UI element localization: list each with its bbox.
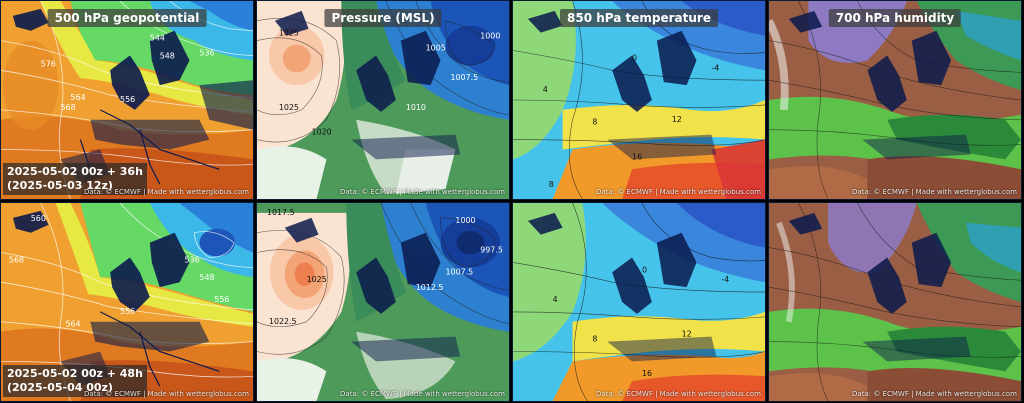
contour-label: 536 (185, 255, 200, 264)
data-credit: Data: © ECMWF | Made with wetterglobus.c… (84, 390, 249, 398)
contour-label: 1017.5 (267, 208, 295, 217)
contour-label: 997.5 (480, 246, 503, 255)
panel-t850-48h[interactable]: 4 0 -4 8 12 16 Data: © ECMWF | Made with… (512, 202, 766, 402)
contour-label: 1025 (307, 275, 327, 284)
contour-label: 548 (199, 273, 214, 282)
panel-mslp-48h[interactable]: 1017.5 1025 1022.5 1000 997.5 1007.5 101… (256, 202, 510, 402)
contour-label: 560 (31, 214, 46, 223)
contour-label: 4 (543, 85, 548, 94)
contour-label: 8 (549, 180, 554, 189)
contour-label: 564 (65, 320, 80, 329)
rh700-map (769, 1, 1021, 199)
panel-geopotential-36h[interactable]: 576 568 544 536 564 556 548 500 hPa geop… (0, 0, 254, 200)
panel-title: 500 hPa geopotential (47, 9, 207, 27)
valid-label: (2025-05-03 12z) (7, 179, 113, 192)
contour-label: 556 (120, 95, 135, 104)
run-label: 2025-05-02 00z + 48h (7, 367, 143, 380)
contour-label: 548 (160, 51, 175, 60)
run-timestamp: 2025-05-02 00z + 36h (2025-05-03 12z) (3, 163, 147, 195)
contour-label: 1012.5 (416, 283, 444, 292)
contour-label: 544 (150, 34, 165, 43)
contour-label: 1025 (279, 103, 299, 112)
rh700-map (769, 203, 1021, 401)
contour-label: 1000 (455, 216, 475, 225)
mslp-map: 1025 1025 1020 1005 1000 1007.5 1010 (257, 1, 509, 199)
panel-mslp-36h[interactable]: 1025 1025 1020 1005 1000 1007.5 1010 Pre… (256, 0, 510, 200)
contour-label: 556 (120, 307, 135, 316)
panel-title: 850 hPa temperature (560, 9, 718, 27)
panel-rh700-48h[interactable]: Data: © ECMWF | Made with wetterglobus.c… (768, 202, 1022, 402)
data-credit: Data: © ECMWF | Made with wetterglobus.c… (852, 188, 1017, 196)
contour-label: 16 (642, 369, 652, 378)
contour-label: 564 (70, 93, 85, 102)
contour-label: 1020 (312, 128, 332, 137)
panel-t850-36h[interactable]: 4 0 -4 8 12 16 8 850 hPa temperature Dat… (512, 0, 766, 200)
contour-label: -4 (721, 275, 729, 284)
contour-label: 8 (592, 335, 597, 344)
t850-map: 4 0 -4 8 12 16 (513, 203, 765, 401)
contour-label: 556 (214, 295, 229, 304)
panel-geopotential-48h[interactable]: 560 568 564 556 548 536 556 2025-05-02 0… (0, 202, 254, 402)
contour-label: 1005 (426, 44, 446, 53)
contour-label: 12 (682, 330, 692, 339)
data-credit: Data: © ECMWF | Made with wetterglobus.c… (340, 390, 505, 398)
contour-label: 1007.5 (446, 267, 474, 276)
geopotential-map: 576 568 544 536 564 556 548 (1, 1, 253, 199)
contour-label: 1025 (279, 29, 299, 38)
contour-label: 1010 (406, 103, 426, 112)
mslp-map: 1017.5 1025 1022.5 1000 997.5 1007.5 101… (257, 203, 509, 401)
contour-label: 8 (592, 118, 597, 127)
panel-title: 700 hPa humidity (828, 9, 962, 27)
valid-label: (2025-05-04 00z) (7, 381, 113, 394)
geopotential-map: 560 568 564 556 548 536 556 (1, 203, 253, 401)
contour-label: 1000 (480, 32, 500, 41)
data-credit: Data: © ECMWF | Made with wetterglobus.c… (84, 188, 249, 196)
contour-label: 536 (199, 48, 214, 57)
contour-label: 568 (9, 255, 24, 264)
run-timestamp: 2025-05-02 00z + 48h (2025-05-04 00z) (3, 365, 147, 397)
contour-label: 568 (61, 103, 76, 112)
panel-title: Pressure (MSL) (324, 9, 442, 27)
data-credit: Data: © ECMWF | Made with wetterglobus.c… (596, 188, 761, 196)
contour-label: -4 (711, 63, 719, 72)
contour-label: 1022.5 (269, 317, 297, 326)
data-credit: Data: © ECMWF | Made with wetterglobus.c… (340, 188, 505, 196)
contour-label: 1007.5 (450, 73, 478, 82)
data-credit: Data: © ECMWF | Made with wetterglobus.c… (596, 390, 761, 398)
contour-label: 0 (642, 265, 647, 274)
run-label: 2025-05-02 00z + 36h (7, 165, 143, 178)
data-credit: Data: © ECMWF | Made with wetterglobus.c… (852, 390, 1017, 398)
panel-rh700-36h[interactable]: 700 hPa humidity Data: © ECMWF | Made wi… (768, 0, 1022, 200)
t850-map: 4 0 -4 8 12 16 8 (513, 1, 765, 199)
contour-label: 12 (672, 115, 682, 124)
contour-label: 576 (41, 59, 56, 68)
contour-label: 4 (553, 295, 558, 304)
contour-label: 16 (632, 152, 642, 161)
contour-label: 0 (632, 53, 637, 62)
